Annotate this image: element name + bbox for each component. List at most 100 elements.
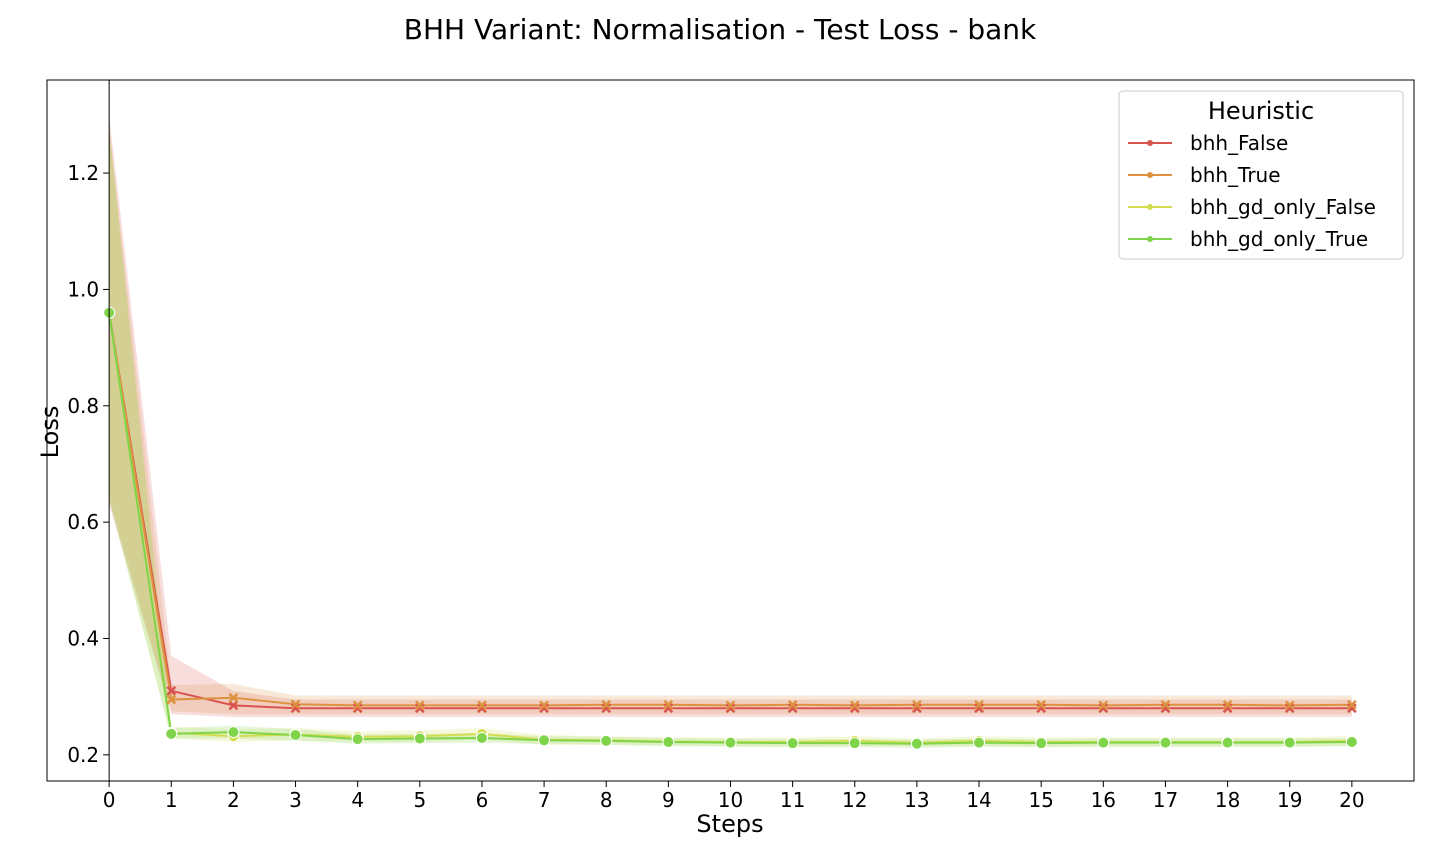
data-point-bhh_False (539, 703, 549, 714)
series-line-bhh_gd_only_False (108, 312, 1352, 744)
x-tick-label: 1 (165, 788, 178, 812)
y-tick-label: 0.8 (67, 394, 99, 418)
y-tick-label: 1.0 (67, 277, 99, 301)
data-point-bhh_True (290, 699, 301, 710)
data-point-bhh_False (849, 703, 860, 714)
series-markers (103, 306, 1358, 750)
legend-label: bhh_True (1190, 163, 1281, 187)
data-point-bhh_False (477, 703, 487, 714)
y-tick-label: 0.6 (67, 510, 99, 534)
x-tick-label: 14 (966, 788, 991, 812)
data-point-bhh_True (663, 699, 674, 710)
data-point-bhh_False (601, 703, 612, 714)
x-axis-ticks: 0 1 2 3 4 5 6 7 8 9 10 11 12 13 14 15 16 17 18 19 20 (103, 781, 1365, 812)
data-point-bhh_gd_only_True (973, 736, 986, 749)
data-point-bhh_gd_only_True (910, 737, 923, 750)
legend-item-bhh_True: bhh_True (1128, 163, 1281, 187)
x-tick-label: 7 (538, 788, 551, 812)
data-point-bhh_True (539, 700, 549, 711)
x-tick-label: 6 (476, 788, 489, 812)
data-point-bhh_gd_only_True (227, 726, 240, 739)
data-point-bhh_False (663, 703, 674, 714)
data-point-bhh_gd_only_True (538, 734, 551, 747)
series-line-bhh_gd_only_True (108, 312, 1352, 745)
x-tick-label: 0 (103, 788, 116, 812)
data-point-bhh_True (912, 699, 922, 710)
x-tick-label: 18 (1215, 788, 1240, 812)
data-point-bhh_False (352, 703, 363, 714)
data-point-bhh_False (912, 703, 922, 714)
legend-item-bhh_gd_only_False: bhh_gd_only_False (1128, 195, 1376, 219)
y-tick-label: 0.2 (67, 743, 99, 767)
legend-label: bhh_False (1190, 131, 1288, 155)
x-tick-label: 5 (413, 788, 426, 812)
data-point-bhh_True (1098, 700, 1109, 711)
legend-swatch-marker (1147, 172, 1153, 178)
series-line-bhh_True (108, 312, 1352, 707)
data-point-bhh_False (1098, 703, 1109, 714)
data-point-bhh_True (725, 700, 736, 711)
series-lines (108, 312, 1352, 745)
data-point-bhh_False (414, 703, 425, 714)
legend-swatch-marker (1147, 236, 1153, 242)
series-line-bhh_False (108, 312, 1352, 710)
data-point-bhh_False (1346, 703, 1357, 714)
chart-title: BHH Variant: Normalisation - Test Loss -… (404, 13, 1037, 46)
plot-area: 0 1 2 3 4 5 6 7 8 9 10 11 12 13 14 15 16 17 18 19 20 0.20.40… (46, 79, 1415, 812)
x-axis-label: Steps (696, 810, 763, 838)
x-tick-label: 10 (718, 788, 743, 812)
data-point-bhh_True (477, 700, 487, 711)
data-point-bhh_False (1160, 703, 1171, 714)
legend-swatch-marker (1147, 204, 1153, 210)
y-tick-label: 1.2 (67, 161, 99, 185)
x-tick-label: 19 (1277, 788, 1302, 812)
x-tick-label: 2 (227, 788, 240, 812)
y-axis-label: Loss (36, 406, 64, 459)
data-point-bhh_gd_only_True (1035, 737, 1048, 750)
data-point-bhh_True (974, 699, 984, 710)
data-point-bhh_True (414, 700, 425, 711)
data-point-bhh_False (725, 703, 736, 714)
data-point-bhh_True (352, 700, 363, 711)
x-tick-label: 13 (904, 788, 929, 812)
legend-swatch-marker (1147, 140, 1153, 146)
x-tick-label: 15 (1028, 788, 1053, 812)
data-point-bhh_True (1346, 699, 1357, 710)
legend: Heuristic bhh_False bhh_True bhh_gd_only_F… (1118, 90, 1404, 260)
legend-label: bhh_gd_only_True (1190, 227, 1368, 251)
data-point-bhh_False (1036, 703, 1047, 714)
x-tick-label: 20 (1339, 788, 1364, 812)
x-tick-label: 9 (662, 788, 675, 812)
legend-title: Heuristic (1208, 97, 1314, 125)
legend-items: bhh_False bhh_True bhh_gd_only_False bhh_gd… (1128, 131, 1376, 251)
data-point-bhh_gd_only_True (413, 732, 426, 745)
data-point-bhh_True (1160, 699, 1171, 710)
data-point-bhh_gd_only_True (1097, 736, 1110, 749)
data-point-bhh_True (1284, 700, 1295, 711)
data-point-bhh_False (974, 703, 984, 714)
data-point-bhh_gd_only_True (848, 737, 861, 750)
y-axis-ticks: 0.2 0.4 0.6 0.8 1.0 1.2 (67, 161, 110, 767)
data-point-bhh_gd_only_True (1221, 736, 1234, 749)
data-point-bhh_gd_only_True (1159, 736, 1172, 749)
data-point-bhh_gd_only_True (786, 737, 799, 750)
data-point-bhh_gd_only_True (165, 727, 178, 740)
data-point-bhh_False (787, 703, 798, 714)
x-tick-label: 3 (289, 788, 302, 812)
legend-item-bhh_gd_only_True: bhh_gd_only_True (1128, 227, 1368, 251)
x-tick-label: 8 (600, 788, 613, 812)
x-tick-label: 17 (1153, 788, 1178, 812)
x-tick-label: 11 (780, 788, 805, 812)
legend-label: bhh_gd_only_False (1190, 195, 1376, 219)
data-point-bhh_False (228, 700, 239, 711)
data-point-bhh_False (1222, 703, 1233, 714)
legend-item-bhh_False: bhh_False (1128, 131, 1288, 155)
data-point-bhh_False (1284, 703, 1295, 714)
data-point-bhh_gd_only_True (351, 733, 364, 746)
data-point-bhh_True (228, 692, 239, 703)
data-point-bhh_True (849, 700, 860, 711)
data-point-bhh_gd_only_True (662, 736, 675, 749)
data-point-bhh_gd_only_True (1345, 736, 1358, 749)
y-tick-label: 0.4 (67, 626, 99, 650)
